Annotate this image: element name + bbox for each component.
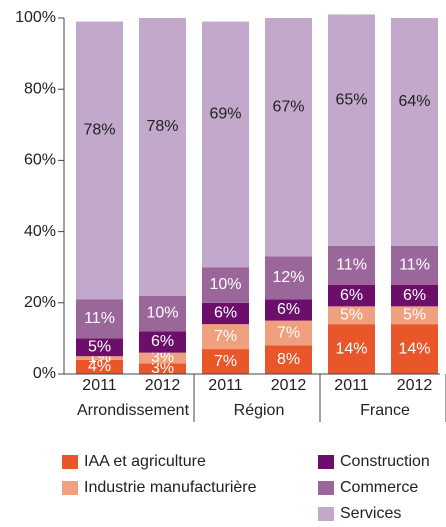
bar-segment — [202, 267, 249, 303]
value-label: 67% — [272, 98, 304, 115]
bar-segment — [76, 21, 123, 300]
value-label: 6% — [214, 305, 237, 322]
y-tick-label: 100% — [15, 9, 56, 26]
bar-segment — [139, 363, 186, 374]
value-label: 14% — [398, 340, 430, 357]
value-label: 14% — [335, 340, 367, 357]
legend-label: Commerce — [340, 479, 418, 496]
bar-segment — [265, 320, 312, 346]
value-label: 11% — [399, 257, 430, 274]
x-tick-label: 2011 — [334, 377, 369, 394]
legend-label: Construction — [340, 453, 430, 470]
y-tick-label: 40% — [24, 223, 56, 240]
value-label: 5% — [340, 306, 363, 323]
bar-segment — [202, 324, 249, 350]
bar-segment — [139, 352, 186, 364]
bar-segment — [265, 299, 312, 321]
value-label: 11% — [336, 257, 367, 274]
value-label: 78% — [83, 122, 115, 139]
value-label: 64% — [398, 93, 430, 110]
x-tick-label: 2012 — [271, 377, 307, 394]
legend-label: Services — [340, 505, 401, 522]
group-label: Région — [234, 402, 285, 419]
bar-segment — [202, 21, 249, 268]
bar-segment — [139, 295, 186, 332]
value-label: 65% — [335, 91, 367, 108]
bar-segment — [391, 324, 438, 374]
bar-segment — [391, 306, 438, 325]
y-tick-label: 60% — [24, 152, 56, 169]
group-label: France — [360, 402, 410, 419]
bar-segment — [76, 359, 123, 374]
legend-swatch — [318, 455, 334, 469]
bar-segment — [328, 324, 375, 374]
value-label: 6% — [340, 287, 363, 304]
bar-segment — [139, 331, 186, 353]
value-label: 6% — [277, 301, 300, 318]
value-label: 11% — [84, 310, 115, 327]
value-label: 3% — [151, 360, 174, 377]
y-tick-label: 20% — [24, 294, 56, 311]
x-tick-label: 2011 — [82, 377, 117, 394]
value-label: 10% — [146, 305, 178, 322]
legend-label: Industrie manufacturière — [84, 479, 257, 496]
value-label: 69% — [209, 106, 241, 123]
bar-segment — [391, 245, 438, 285]
y-tick-label: 0% — [33, 365, 56, 382]
group-label: Arrondissement — [77, 402, 190, 419]
value-label: 7% — [214, 353, 237, 370]
bar-segment — [202, 349, 249, 374]
value-label: 4% — [88, 358, 111, 375]
bar-segment — [265, 345, 312, 374]
bar-segment — [391, 285, 438, 307]
bar-segment — [328, 285, 375, 307]
bar-segment — [76, 299, 123, 339]
x-tick-label: 2011 — [208, 377, 243, 394]
value-label: 8% — [277, 351, 300, 368]
bar-segment — [328, 245, 375, 285]
bar-segment — [265, 256, 312, 300]
legend-swatch — [318, 481, 334, 495]
legend-label: IAA et agriculture — [84, 453, 206, 470]
y-tick-label: 80% — [24, 80, 56, 97]
value-label: 12% — [272, 269, 304, 286]
bar-segment — [202, 302, 249, 325]
value-label: 3% — [151, 349, 174, 366]
value-label: 7% — [214, 328, 237, 345]
legend-swatch — [318, 507, 334, 521]
bar-segment — [76, 338, 123, 357]
x-tick-label: 2012 — [145, 377, 181, 394]
value-label: 7% — [277, 324, 300, 341]
bar-segment — [76, 356, 123, 360]
bar-segment — [328, 14, 375, 246]
value-label: 78% — [146, 118, 178, 135]
legend-swatch — [62, 455, 78, 469]
bar-segment — [328, 306, 375, 325]
value-label: 5% — [88, 339, 111, 356]
bar-segment — [139, 18, 186, 296]
value-label: 5% — [403, 306, 426, 323]
bar-segment — [391, 18, 438, 246]
value-label: 6% — [151, 333, 174, 350]
bar-segment — [265, 18, 312, 257]
value-label: 10% — [209, 276, 241, 293]
value-label: 6% — [403, 287, 426, 304]
legend-swatch — [62, 481, 78, 495]
x-tick-label: 2012 — [397, 377, 433, 394]
